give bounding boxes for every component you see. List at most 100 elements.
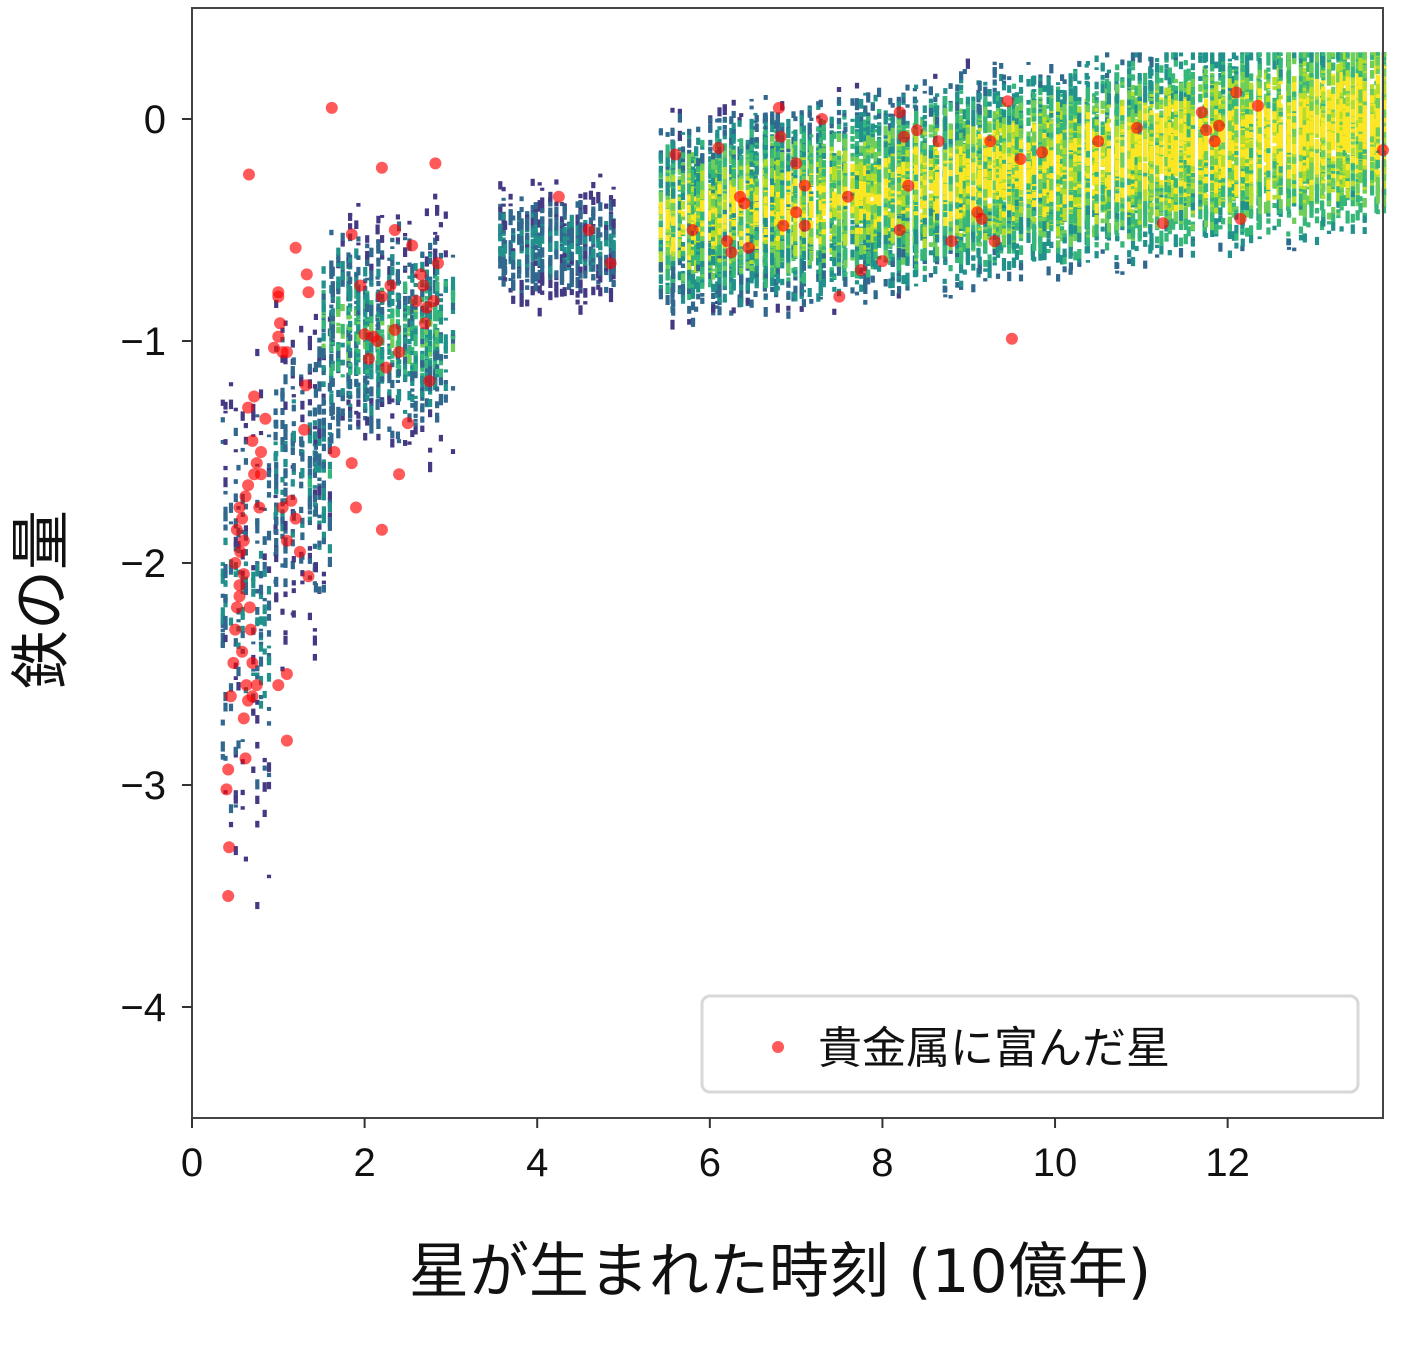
heatmap-cell xyxy=(369,390,374,397)
heatmap-cell xyxy=(508,210,513,219)
heatmap-cell xyxy=(327,524,332,531)
heatmap-cell xyxy=(608,292,614,303)
heatmap-cell xyxy=(511,295,516,304)
heatmap-cell xyxy=(562,246,567,254)
heatmap-cell xyxy=(749,265,754,271)
heatmap-cell xyxy=(228,683,234,692)
heatmap-cell xyxy=(395,269,400,278)
heatmap-cell xyxy=(671,261,676,271)
heatmap-cell xyxy=(413,312,418,320)
heatmap-cell xyxy=(680,273,686,282)
heatmap-cell xyxy=(365,277,370,281)
heatmap-cell xyxy=(554,240,559,249)
heatmap-cell xyxy=(356,331,361,342)
heatmap-cell xyxy=(376,308,381,318)
heatmap-cell xyxy=(380,310,385,319)
heatmap-cell xyxy=(435,235,440,241)
heatmap-cell xyxy=(424,330,429,341)
heatmap-cell xyxy=(233,638,238,647)
heatmap-cell xyxy=(410,330,415,341)
heatmap-cell xyxy=(687,269,692,274)
heatmap-cell xyxy=(380,287,385,292)
heatmap-cell xyxy=(220,754,225,760)
heatmap-cell xyxy=(420,425,425,432)
heatmap-cell xyxy=(715,199,720,208)
heatmap-cell xyxy=(233,746,238,755)
heatmap-cell xyxy=(754,186,759,195)
heatmap-cell xyxy=(410,347,415,351)
heatmap-cell xyxy=(533,235,538,244)
heatmap-cell xyxy=(696,126,701,133)
heatmap-cell xyxy=(770,227,775,231)
heatmap-cell xyxy=(677,159,682,169)
heatmap-cell xyxy=(722,129,727,136)
heatmap-cell xyxy=(433,231,438,235)
heatmap-cell xyxy=(428,335,433,339)
heatmap-cell xyxy=(228,617,234,626)
heatmap-cell xyxy=(554,281,559,292)
heatmap-cell xyxy=(530,286,535,294)
heatmap-cell xyxy=(775,240,780,250)
heatmap-cell xyxy=(291,610,296,618)
heatmap-cell xyxy=(700,139,705,147)
heatmap-cell xyxy=(395,282,400,286)
heatmap-cell xyxy=(396,439,402,444)
heatmap-cell xyxy=(670,319,675,330)
heatmap-cell xyxy=(330,309,335,320)
heatmap-cell xyxy=(321,417,326,426)
heatmap-cell xyxy=(533,202,538,210)
heatmap-cell xyxy=(696,247,701,254)
heatmap-cell xyxy=(711,219,716,225)
heatmap-cell xyxy=(708,242,713,248)
heatmap-cell xyxy=(687,288,692,294)
heatmap-cell xyxy=(307,456,312,466)
heatmap-cell xyxy=(731,110,736,118)
heatmap-cell xyxy=(745,208,750,219)
heatmap-cell xyxy=(575,299,580,305)
heatmap-cell xyxy=(754,155,759,159)
heatmap-cell xyxy=(410,263,415,274)
heatmap-cell xyxy=(530,178,535,186)
heatmap-cell xyxy=(274,506,279,515)
heatmap-cell xyxy=(262,782,267,792)
heatmap-cell xyxy=(266,656,272,666)
heatmap-cell xyxy=(690,277,696,285)
heatmap-cell xyxy=(578,193,583,199)
heatmap-cell xyxy=(677,220,682,226)
heatmap-cell xyxy=(376,418,381,429)
heatmap-cell xyxy=(376,357,381,366)
heatmap-cell xyxy=(243,582,248,592)
heatmap-cell xyxy=(258,641,264,645)
heatmap-cell xyxy=(365,303,370,312)
heatmap-cell xyxy=(420,376,425,382)
heatmap-cell xyxy=(519,279,524,291)
heatmap-cell xyxy=(356,412,361,419)
heatmap-cell xyxy=(266,492,272,498)
heatmap-cell xyxy=(611,219,616,229)
heatmap-cell xyxy=(395,237,400,243)
heatmap-cell xyxy=(598,263,603,270)
heatmap-cell xyxy=(300,400,305,410)
heatmap-cell xyxy=(435,266,440,275)
heatmap-cell xyxy=(537,241,542,248)
heatmap-cell xyxy=(604,221,609,229)
heatmap-cell xyxy=(578,305,583,315)
heatmap-cell xyxy=(307,552,312,560)
heatmap-cell xyxy=(307,342,312,351)
heatmap-cell xyxy=(671,158,676,164)
heatmap-cell xyxy=(537,233,542,242)
heatmap-cell xyxy=(562,261,567,272)
heatmap-cell xyxy=(731,279,736,288)
heatmap-cell xyxy=(780,258,785,262)
heatmap-cell xyxy=(554,214,559,217)
heatmap-cell xyxy=(562,223,567,227)
heatmap-cell xyxy=(658,191,663,202)
heatmap-cell xyxy=(763,278,768,289)
heatmap-cell xyxy=(450,302,456,310)
heatmap-cell xyxy=(717,173,722,182)
heatmap-cell xyxy=(754,281,759,289)
heatmap-cell xyxy=(575,214,580,220)
heatmap-cell xyxy=(280,489,285,495)
heatmap-cell xyxy=(223,595,228,602)
heatmap-cell xyxy=(348,410,353,416)
